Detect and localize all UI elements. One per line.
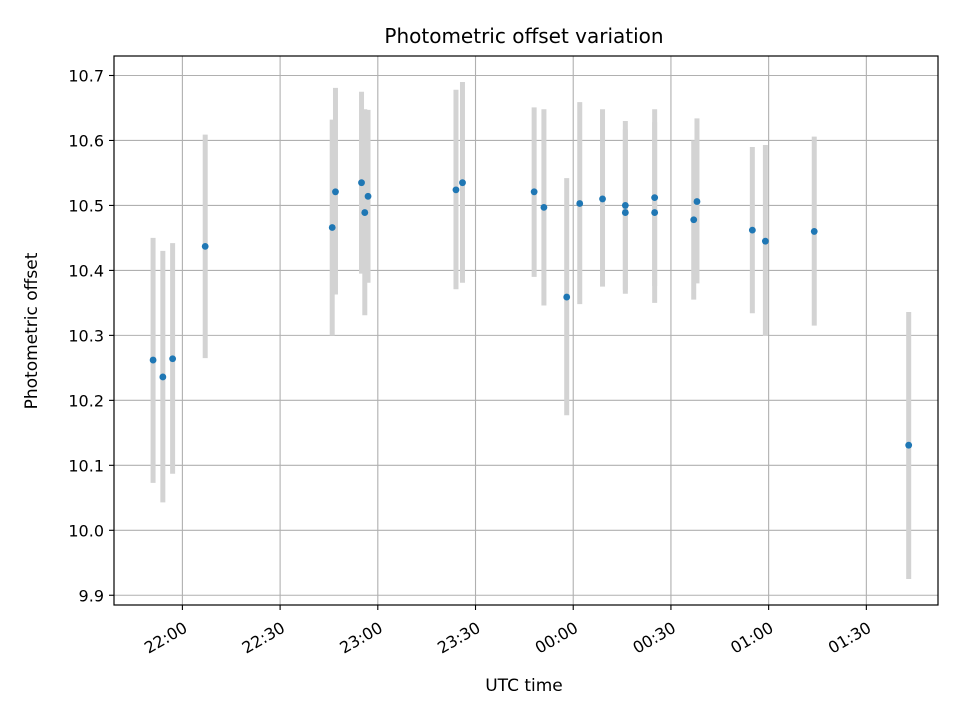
y-tick-label: 10.0: [68, 521, 104, 540]
y-tick-label: 10.5: [68, 196, 104, 215]
data-point: [169, 355, 177, 363]
y-tick-label: 9.9: [79, 586, 104, 605]
y-tick-label: 10.1: [68, 456, 104, 475]
data-point: [358, 179, 365, 187]
data-point: [201, 242, 209, 250]
data-point: [364, 192, 372, 200]
y-tick-label: 10.7: [68, 66, 104, 85]
data-point: [621, 209, 629, 216]
data-point: [361, 209, 369, 216]
x-axis-label: UTC time: [485, 676, 563, 696]
data-point: [761, 237, 769, 245]
data-point: [452, 186, 460, 194]
y-tick-label: 10.3: [68, 326, 104, 345]
data-point: [540, 203, 548, 211]
y-tick-label: 10.2: [68, 391, 104, 410]
data-point: [690, 216, 698, 224]
data-point: [328, 224, 336, 231]
y-axis-label: Photometric offset: [22, 252, 42, 409]
y-tick-label: 10.6: [68, 131, 104, 150]
data-point: [748, 226, 756, 234]
data-point: [530, 188, 538, 196]
data-point: [563, 293, 571, 301]
data-point: [159, 373, 167, 381]
data-point: [576, 200, 584, 207]
data-point: [459, 179, 466, 187]
plot-frame: [113, 55, 939, 606]
data-point: [651, 209, 659, 216]
data-point: [651, 194, 659, 202]
data-point: [905, 441, 913, 449]
data-point: [332, 188, 339, 196]
data-point: [810, 228, 818, 235]
y-tick-label: 10.4: [68, 261, 104, 280]
data-point: [149, 356, 157, 364]
data-points: [149, 179, 913, 449]
grid: [114, 56, 938, 605]
data-point: [621, 202, 629, 209]
data-point: [599, 195, 606, 203]
data-point: [693, 198, 701, 205]
chart-title: Photometric offset variation: [384, 24, 663, 48]
